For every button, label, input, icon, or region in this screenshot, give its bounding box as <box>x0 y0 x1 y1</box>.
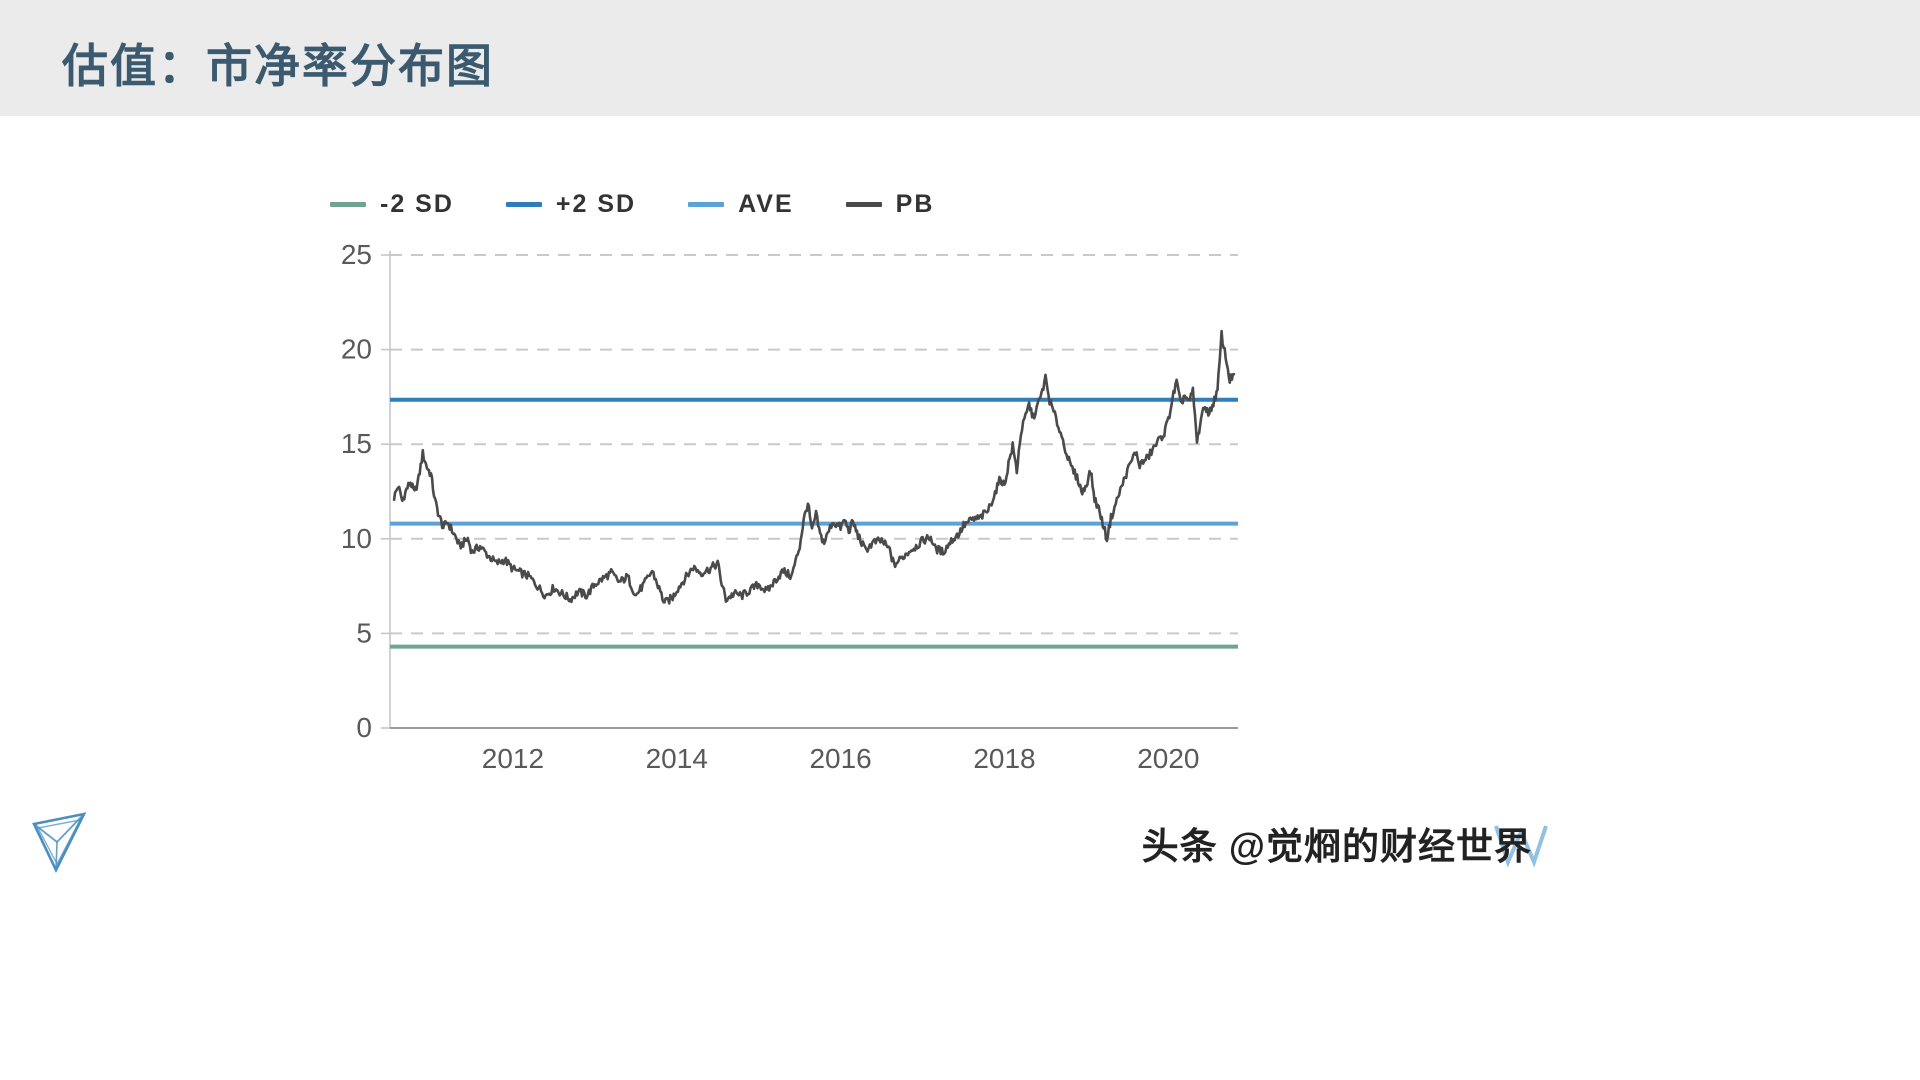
legend-label: PB <box>895 190 935 218</box>
legend-item-ave: AVE <box>688 190 794 219</box>
x-tick-label: 2012 <box>482 743 544 774</box>
chart-legend: -2 SD +2 SD AVE PB <box>330 190 934 219</box>
y-tick-label: 10 <box>341 523 372 554</box>
watermark-logo-icon <box>1494 825 1548 868</box>
y-tick-label: 20 <box>341 334 372 365</box>
page-title: 估值：市净率分布图 <box>62 40 494 92</box>
y-tick-label: 0 <box>356 712 372 743</box>
x-tick-label: 2014 <box>646 743 708 774</box>
watermark-text: 头条 @觉烱的财经世界 <box>1141 826 1532 867</box>
legend-label: AVE <box>738 190 794 218</box>
header-band: 估值：市净率分布图 <box>0 0 1920 116</box>
x-tick-label: 2018 <box>973 743 1035 774</box>
legend-label: -2 SD <box>380 190 454 218</box>
legend-swatch <box>505 202 542 207</box>
y-tick-label: 5 <box>356 617 372 648</box>
corner-triangle-logo <box>32 812 87 873</box>
y-tick-label: 25 <box>341 239 372 270</box>
x-tick-label: 2020 <box>1137 743 1199 774</box>
legend-label: +2 SD <box>555 190 637 218</box>
legend-item--2-sd: -2 SD <box>330 190 454 219</box>
legend-swatch <box>845 202 882 207</box>
legend-swatch <box>330 202 366 207</box>
legend-item-pb: PB <box>845 190 935 219</box>
pb-line <box>392 329 1236 605</box>
x-tick-label: 2016 <box>809 743 871 774</box>
legend-swatch <box>688 202 725 207</box>
y-tick-label: 15 <box>341 428 372 459</box>
legend-item-+2-sd: +2 SD <box>505 190 637 219</box>
